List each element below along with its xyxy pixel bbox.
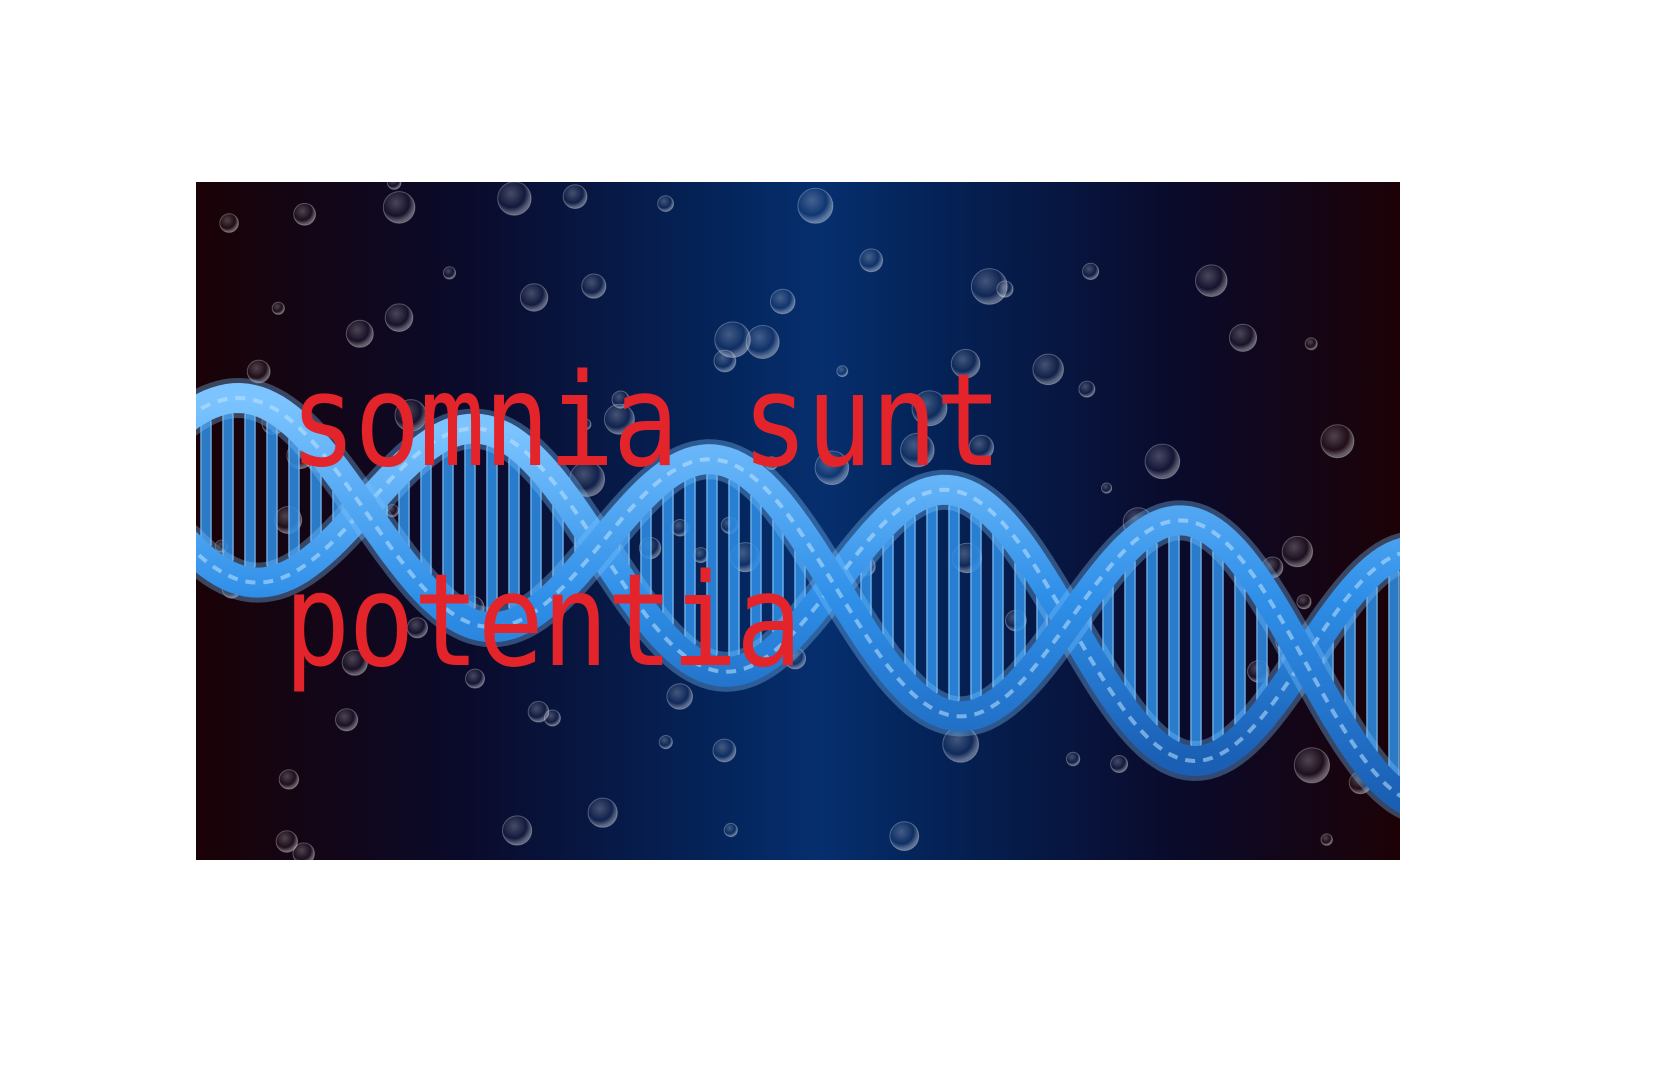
base-pair-rungs — [200, 410, 1400, 781]
base-pair-rung — [1190, 534, 1202, 750]
bubble — [497, 182, 532, 216]
bubble — [745, 325, 780, 359]
bubble — [889, 821, 920, 851]
dna-helix-image: somnia sunt potentia — [196, 182, 1400, 860]
bubble — [1195, 264, 1228, 297]
bubble — [1320, 424, 1355, 459]
bubble — [1296, 594, 1312, 610]
caption-line-2: potentia — [284, 547, 802, 696]
bubble — [562, 184, 588, 209]
base-pair-rung — [926, 502, 938, 697]
helix-strands — [196, 377, 1400, 819]
bubble — [797, 187, 834, 224]
bubble — [384, 303, 414, 332]
bubble — [1082, 262, 1100, 281]
bubble — [859, 248, 884, 273]
base-pair-rung — [244, 410, 256, 571]
bubble — [1293, 747, 1331, 784]
bubble — [278, 769, 300, 790]
base-pair-rung — [1212, 546, 1224, 745]
bubble — [1078, 380, 1096, 398]
bubble — [1110, 755, 1129, 773]
base-pair-rung — [904, 512, 916, 680]
bubble — [1320, 833, 1333, 846]
bubble — [345, 319, 374, 348]
bubble — [587, 797, 618, 828]
bubble — [543, 709, 561, 727]
bubble — [246, 359, 271, 384]
dna-helix-illustration — [196, 182, 1400, 860]
bubble — [382, 191, 416, 224]
bubble — [950, 348, 981, 379]
bubble — [657, 195, 675, 213]
bubble — [1304, 337, 1318, 351]
bubble — [1065, 751, 1081, 767]
bubble — [900, 432, 935, 468]
bubble — [1281, 535, 1314, 568]
bubble — [386, 182, 402, 190]
base-pair-rung — [970, 510, 982, 703]
bubble — [292, 842, 315, 860]
bubble — [1101, 482, 1113, 494]
bubble — [293, 202, 316, 226]
base-pair-rung — [1168, 531, 1180, 745]
bubble — [1228, 323, 1258, 352]
bubble — [335, 708, 359, 732]
helix-strand-b-texture — [196, 395, 1400, 799]
bubble — [723, 822, 738, 838]
bubble — [836, 365, 849, 378]
bubble — [502, 815, 533, 846]
bubble — [970, 268, 1008, 305]
bubble — [271, 301, 285, 315]
bubble — [341, 649, 368, 676]
bubble — [406, 617, 428, 639]
bubble — [219, 213, 239, 233]
bubble — [465, 668, 485, 689]
bubble — [579, 418, 592, 431]
bubble — [712, 738, 737, 763]
base-pair-rung — [1388, 567, 1400, 781]
bubble — [275, 830, 299, 853]
bubble — [1032, 353, 1065, 386]
bubble — [968, 434, 995, 461]
caption-line-1: somnia sunt — [290, 347, 1002, 496]
bubble — [611, 390, 630, 409]
bubble — [581, 273, 607, 299]
bubble — [519, 283, 549, 312]
base-pair-rung — [992, 529, 1004, 692]
bubble — [442, 266, 457, 280]
bubble — [769, 288, 796, 315]
bubble — [666, 683, 694, 710]
base-pair-rung — [200, 417, 212, 550]
bubble — [814, 450, 850, 486]
bubble — [713, 349, 737, 373]
bubble — [1144, 443, 1181, 480]
bubble — [658, 735, 673, 750]
bubble — [911, 390, 948, 427]
base-pair-rung — [1146, 539, 1158, 731]
bubble — [764, 456, 779, 471]
base-pair-rung — [948, 501, 960, 705]
base-pair-rung — [222, 410, 234, 565]
helix-strand-a-texture — [196, 426, 1400, 764]
base-pair-rung — [266, 418, 278, 570]
bubble — [394, 399, 428, 432]
